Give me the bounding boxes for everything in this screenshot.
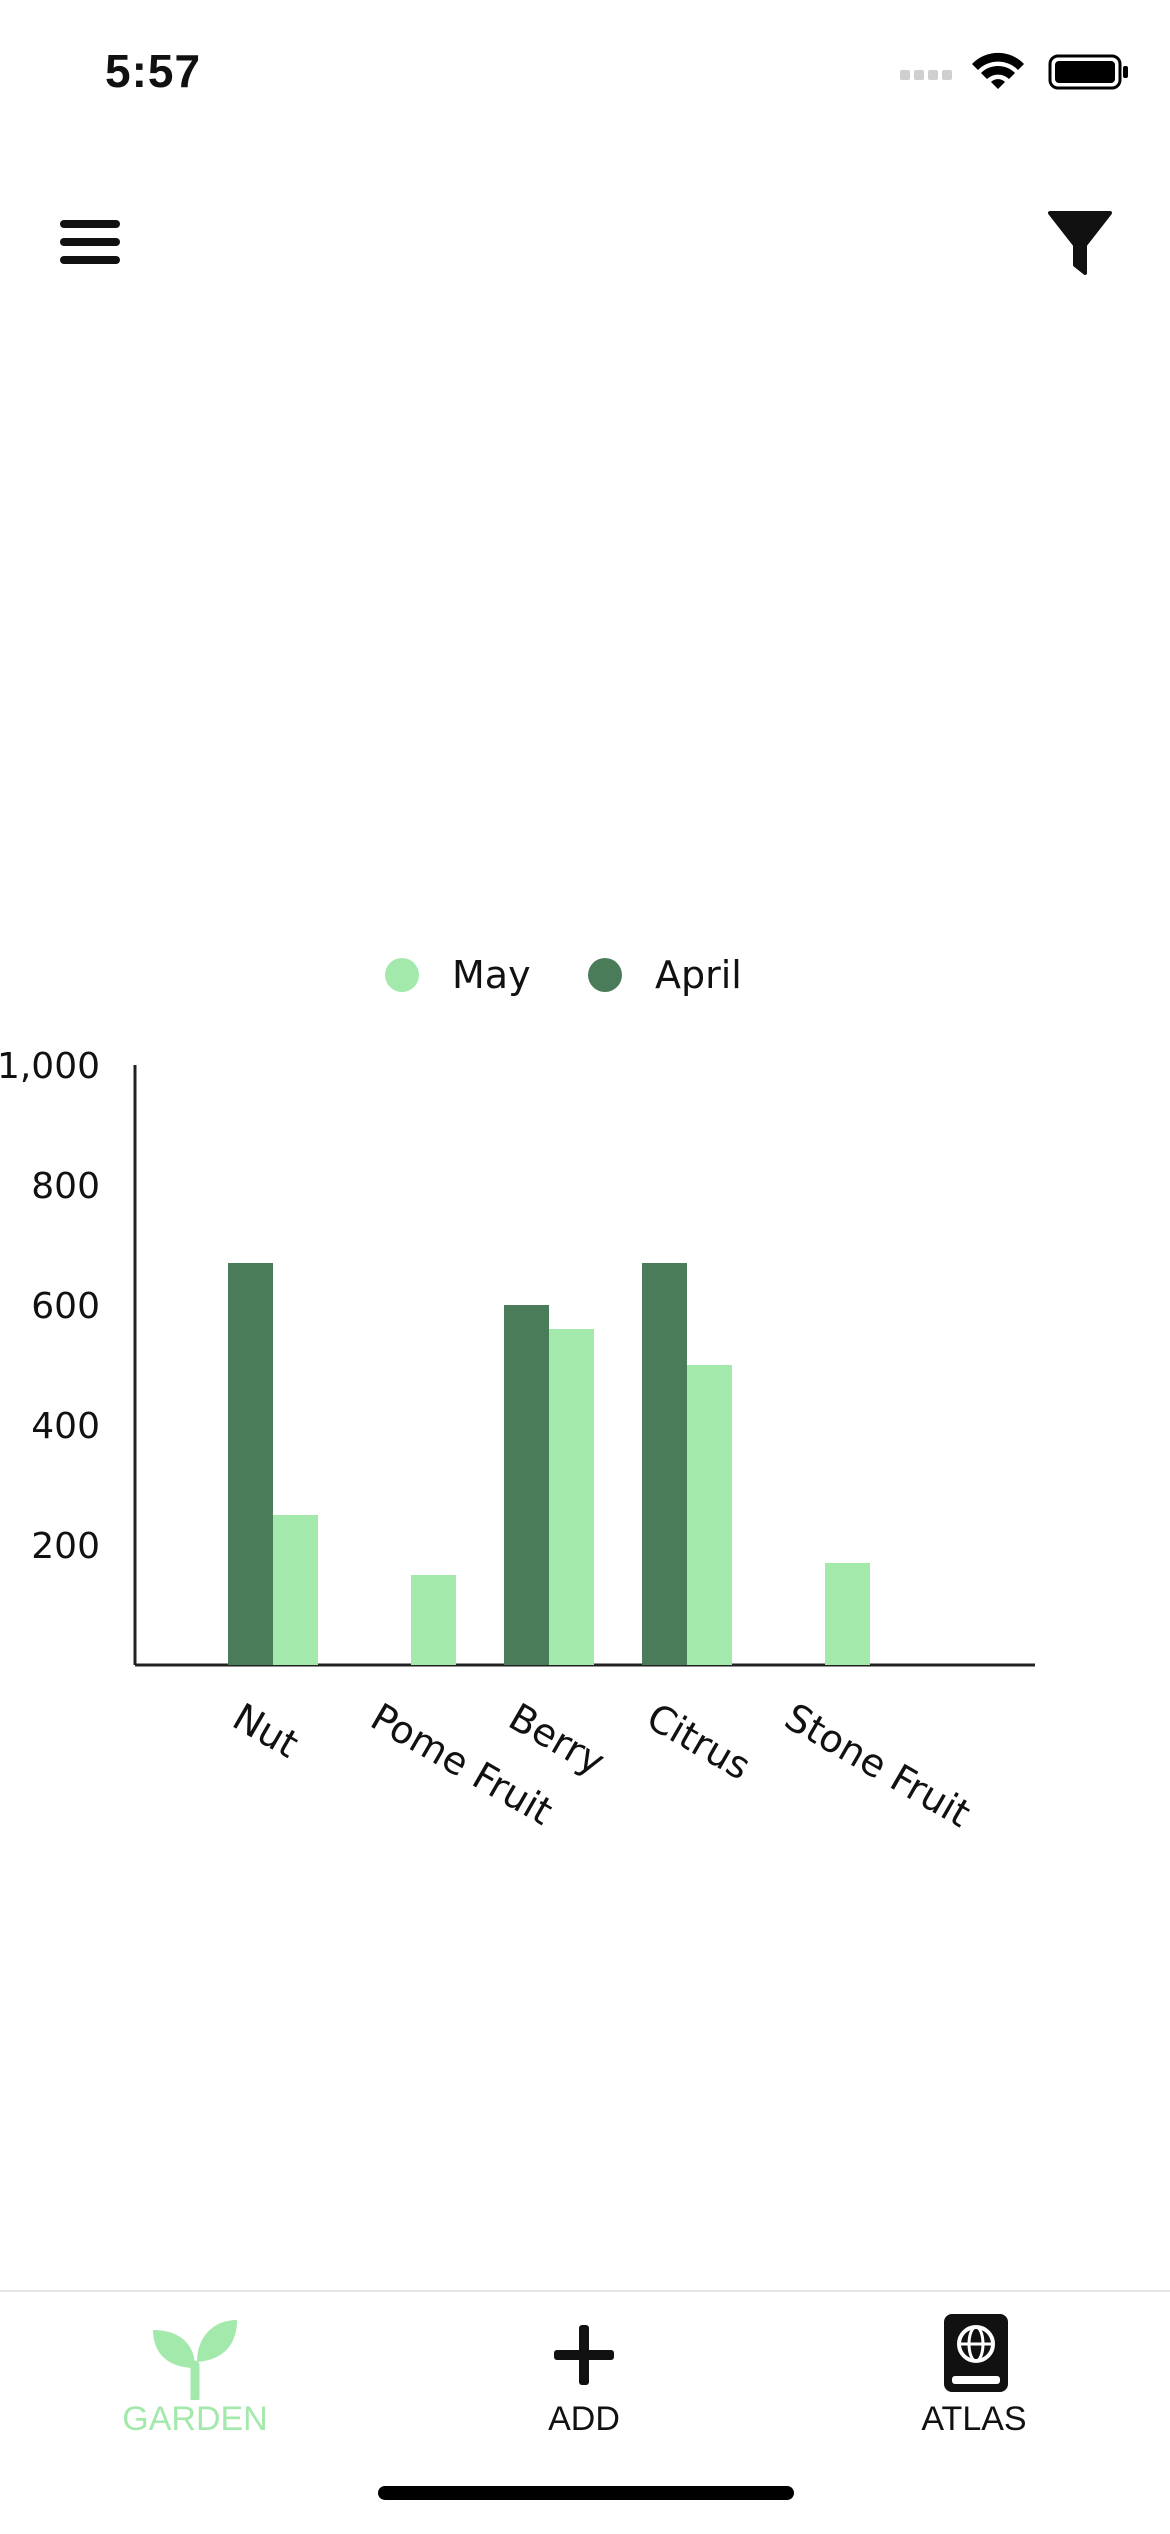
plus-icon	[554, 2325, 614, 2385]
status-bar: 5:57	[0, 0, 1170, 140]
legend-swatch-may	[385, 958, 419, 992]
atlas-book-icon	[944, 2314, 1008, 2392]
filter-button[interactable]	[1040, 195, 1120, 285]
tab-add-label: ADD	[548, 2400, 620, 2438]
bar-may-stone-fruit	[825, 1563, 870, 1665]
bar-may-berry	[549, 1329, 594, 1665]
bar-april-nut	[228, 1263, 273, 1665]
bar-april-citrus	[642, 1263, 687, 1665]
wifi-icon	[972, 52, 1024, 89]
tab-garden-label: GARDEN	[122, 2400, 268, 2438]
sprout-icon	[153, 2320, 237, 2400]
y-tick-label: 600	[31, 1286, 100, 1327]
bar-may-citrus	[687, 1365, 732, 1665]
legend-label-may: May	[452, 953, 531, 997]
status-icons	[900, 52, 1128, 90]
x-tick-label: Stone Fruit	[778, 1695, 978, 1836]
x-tick-label: Nut	[226, 1695, 306, 1767]
bar-may-nut	[273, 1515, 318, 1665]
y-tick-label: 800	[31, 1166, 100, 1207]
bar-may-pome-fruit	[411, 1575, 456, 1665]
x-tick-label: Citrus	[640, 1695, 759, 1789]
y-tick-label: 200	[31, 1526, 100, 1567]
menu-button[interactable]	[52, 200, 132, 280]
hamburger-menu-icon	[60, 220, 120, 264]
filter-funnel-icon	[1048, 211, 1112, 275]
tab-add[interactable]: ADD	[434, 2292, 734, 2472]
tab-atlas-label: ATLAS	[921, 2400, 1027, 2438]
top-toolbar	[0, 180, 1170, 300]
home-indicator	[378, 2486, 794, 2500]
legend-swatch-april	[588, 958, 622, 992]
battery-icon	[1048, 54, 1128, 90]
y-tick-label: 1,000	[0, 1046, 100, 1087]
y-tick-label: 400	[31, 1406, 100, 1447]
status-time: 5:57	[105, 45, 202, 97]
cellular-signal-icon	[900, 70, 952, 80]
tab-garden[interactable]: GARDEN	[45, 2292, 345, 2472]
bar-april-berry	[504, 1305, 549, 1665]
legend-label-april: April	[655, 953, 742, 997]
tab-atlas[interactable]: ATLAS	[824, 2292, 1124, 2472]
